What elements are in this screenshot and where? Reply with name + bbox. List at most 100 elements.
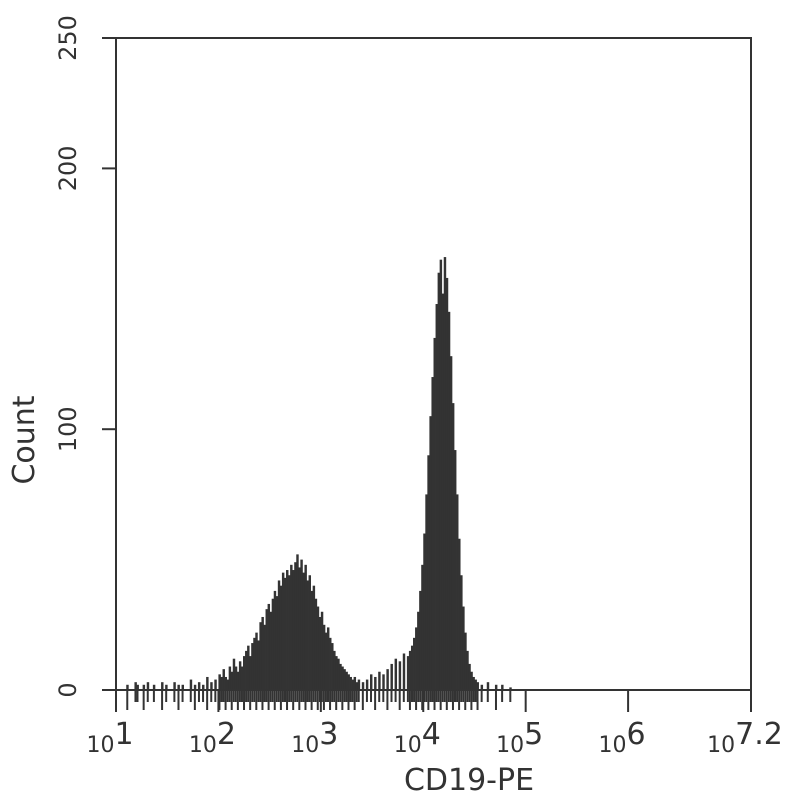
histogram-bar-27 <box>236 671 240 690</box>
y-tick-label-3: 250 <box>54 15 82 61</box>
histogram-bar-45 <box>273 590 277 690</box>
histogram-bar-98 <box>406 656 410 690</box>
histogram-bar-97 <box>402 653 406 690</box>
histogram-bar-49 <box>281 572 285 690</box>
histogram-bar-13 <box>197 682 201 690</box>
histogram-bar-99 <box>408 650 412 690</box>
histogram-bar-26 <box>234 666 238 690</box>
histogram-bar-103 <box>417 611 420 690</box>
histogram-bar-114 <box>439 259 443 690</box>
histogram-bar-36 <box>255 632 258 690</box>
histogram-bar-64 <box>312 585 316 690</box>
histogram-bar-120 <box>451 403 455 690</box>
x-tick-label-5: 106 <box>599 717 646 758</box>
histogram-bar-111 <box>433 337 436 690</box>
histogram-bar-113 <box>437 272 441 690</box>
histogram-bar-19 <box>220 676 223 690</box>
y-tick-label-0: 0 <box>54 682 82 697</box>
histogram-bar-62 <box>308 575 311 690</box>
histogram-bar-53 <box>290 564 293 690</box>
histogram-bar-130 <box>472 676 475 690</box>
histogram-bar-42 <box>267 603 271 690</box>
histogram-bar-32 <box>247 645 250 690</box>
histogram-bar-4 <box>146 682 150 690</box>
histogram-bar-50 <box>283 577 287 690</box>
histogram-bar-127 <box>466 650 469 690</box>
histogram-bar-25 <box>232 658 236 690</box>
histogram-bar-71 <box>326 627 330 690</box>
histogram-bar-1 <box>134 682 137 690</box>
histogram-bar-51 <box>286 570 289 690</box>
histogram-bar-94 <box>390 663 393 690</box>
histogram-bar-129 <box>470 671 473 690</box>
histogram-bar-3 <box>142 684 146 690</box>
histogram-bar-23 <box>228 666 232 690</box>
histogram-bar-106 <box>423 533 426 690</box>
histogram-bar-9 <box>177 684 180 690</box>
histogram-bar-28 <box>238 661 242 690</box>
histogram-bar-107 <box>425 494 428 690</box>
y-tick-label-1: 100 <box>54 406 82 452</box>
histogram-bar-24 <box>230 671 234 690</box>
x-tick-label-0: 101 <box>86 717 133 758</box>
histogram-bar-86 <box>357 679 361 690</box>
rug-ticks <box>126 690 512 710</box>
histogram-bar-12 <box>193 684 197 690</box>
histogram-bar-18 <box>218 674 221 690</box>
histogram-bar-87 <box>361 682 365 690</box>
histogram-bars <box>126 257 512 690</box>
y-axis-ticks: 0 100 200 250 <box>54 15 116 698</box>
histogram-bar-5 <box>152 684 156 690</box>
histogram-bar-105 <box>421 564 424 690</box>
histogram-bar-0 <box>126 684 129 690</box>
histogram-bar-2 <box>136 684 139 690</box>
x-axis-label: CD19-PE <box>404 763 534 798</box>
histogram-bar-78 <box>341 666 344 690</box>
histogram-bar-69 <box>322 624 326 690</box>
histogram-bar-115 <box>441 293 445 690</box>
histogram-bar-59 <box>302 572 305 690</box>
histogram-bar-95 <box>394 658 398 690</box>
histogram-bar-44 <box>271 598 275 690</box>
x-tick-label-6: 107.2 <box>707 717 783 758</box>
histogram-bar-60 <box>304 564 307 690</box>
histogram-bar-93 <box>386 669 389 690</box>
histogram-bar-40 <box>263 624 266 690</box>
histogram-bar-15 <box>206 676 209 690</box>
histogram-bar-117 <box>445 277 449 690</box>
histogram-bar-41 <box>265 609 268 690</box>
histogram-bar-90 <box>374 676 377 690</box>
histogram-bar-121 <box>453 450 457 690</box>
histogram-bar-7 <box>165 684 168 690</box>
histogram-bar-125 <box>462 606 465 690</box>
histogram-bar-8 <box>173 682 176 690</box>
histogram-bar-128 <box>468 663 471 690</box>
histogram-bar-34 <box>251 643 254 690</box>
histogram-bar-65 <box>314 598 318 690</box>
x-tick-label-1: 102 <box>189 717 236 758</box>
histogram-bar-83 <box>351 679 355 690</box>
histogram-bar-73 <box>331 643 334 690</box>
x-axis-ticks: 101 102 103 104 105 106 107.2 <box>86 690 783 758</box>
histogram-bar-101 <box>413 637 416 690</box>
x-tick-label-3: 104 <box>394 717 441 758</box>
histogram-bar-33 <box>249 656 252 690</box>
histogram-bar-89 <box>370 674 373 690</box>
histogram-bar-96 <box>398 661 402 690</box>
histogram-bar-132 <box>476 682 479 690</box>
histogram-bar-79 <box>343 669 346 690</box>
histogram-bar-122 <box>456 494 459 690</box>
y-tick-label-2: 200 <box>54 145 82 191</box>
histogram-bar-31 <box>245 650 248 690</box>
histogram-bar-80 <box>345 671 348 690</box>
histogram-bar-102 <box>415 627 418 690</box>
histogram-bar-70 <box>324 632 328 690</box>
histogram-bar-76 <box>337 658 340 690</box>
histogram-bar-21 <box>224 676 228 690</box>
histogram-bar-63 <box>310 590 314 690</box>
histogram-bar-100 <box>410 645 414 690</box>
histogram-bar-54 <box>292 570 295 690</box>
histogram-bar-112 <box>435 304 438 690</box>
histogram-bar-77 <box>339 663 342 690</box>
